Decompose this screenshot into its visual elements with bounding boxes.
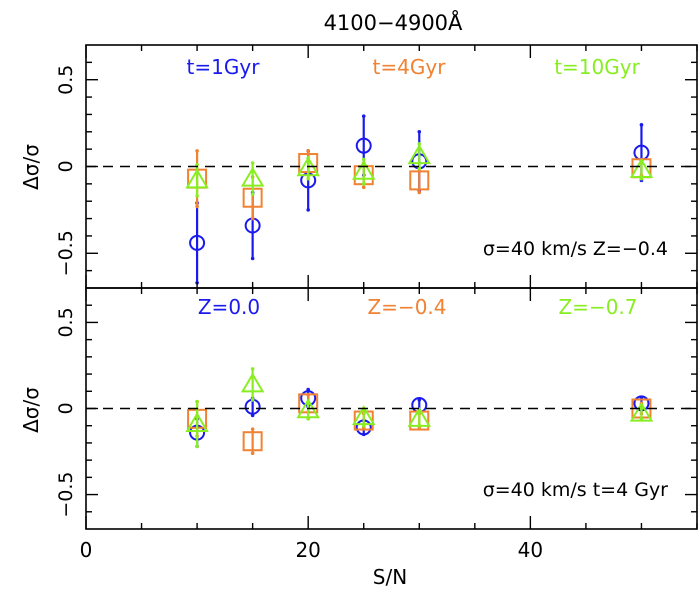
error-cap [195,399,199,404]
top-legend-2: t=4Gyr [373,55,447,79]
bottom-annotation: σ=40 km/s t=4 Gyr [483,479,668,501]
data-point [629,401,654,422]
xtick-label: 20 [295,538,320,562]
error-cap [250,427,255,431]
top-legend-1: t=1Gyr [187,55,261,79]
error-cap [361,157,366,162]
data-point [240,372,265,393]
error-cap [417,166,422,171]
error-cap [306,208,310,212]
data-point [409,170,430,191]
error-cap [250,256,255,261]
data-point [185,168,209,189]
error-cap [306,176,310,181]
x-axis-label: S/N [373,565,407,589]
error-cap [361,114,366,118]
top-ytick-label: 0.5 [55,65,77,95]
bottom-ytick-label: −0.5 [55,472,77,518]
error-cap [195,204,199,209]
error-cap [250,451,255,456]
error-cap [250,161,255,165]
error-cap [195,194,199,198]
bottom-ticks-layer: −0.500.50 20 40 [55,288,698,562]
bottom-y-axis-label: Δσ/σ [19,387,43,433]
xtick-label: 40 [518,538,543,562]
error-cap [195,149,199,153]
data-point [351,405,376,426]
error-cap [195,162,199,167]
error-cap [361,182,366,186]
data-point [242,431,263,452]
top-series-clip [185,114,654,285]
error-cap [306,149,310,153]
top-legend-3: t=10Gyr [554,55,640,79]
top-y-axis-label: Δσ/σ [19,144,43,190]
error-cap [250,192,255,197]
bottom-series-layer [185,367,654,456]
data-point [407,406,432,427]
data-point [185,412,209,432]
error-cap [417,142,422,146]
top-ytick-label: 0 [55,160,77,172]
bottom-series-3 [185,367,654,449]
data-point [407,144,432,165]
top-series-layer [185,114,654,285]
panel-bottom: −0.500.50 20 40 Z=0.0 Z=−0.4 Z=−0.7 σ=40 k… [19,287,698,589]
error-cap [639,123,644,127]
xtick-label: 0 [80,538,93,562]
data-point [189,234,206,251]
top-ytick-label: −0.5 [55,230,77,276]
bottom-ytick-label: 0.5 [55,307,77,337]
bottom-legend-3: Z=−0.7 [558,295,637,319]
panel-top: −0.5 0 0.5 t=1Gyr t=4Gyr t=10Gyr σ=40 km/s… [19,44,698,289]
data-point [351,159,376,180]
error-cap [639,406,644,411]
bottom-plot-frame [85,287,698,530]
error-cap [361,185,366,190]
error-cap [417,129,422,134]
error-cap [250,216,255,221]
top-annotation: σ=40 km/s Z=−0.4 [483,238,668,260]
data-point [355,137,372,154]
error-cap [195,444,199,449]
bottom-series-clip [185,367,654,456]
bottom-legend-1: Z=0.0 [198,295,260,319]
top-ticks-layer: −0.5 0 0.5 [55,45,698,288]
bottom-legend-2: Z=−0.4 [367,295,446,319]
error-cap [250,398,255,402]
data-point [240,166,265,187]
bottom-ytick-label: 0 [55,402,77,414]
error-cap [250,367,255,371]
error-cap [417,190,422,195]
data-point [629,157,654,178]
chart-title: 4100−4900Å [324,9,463,35]
